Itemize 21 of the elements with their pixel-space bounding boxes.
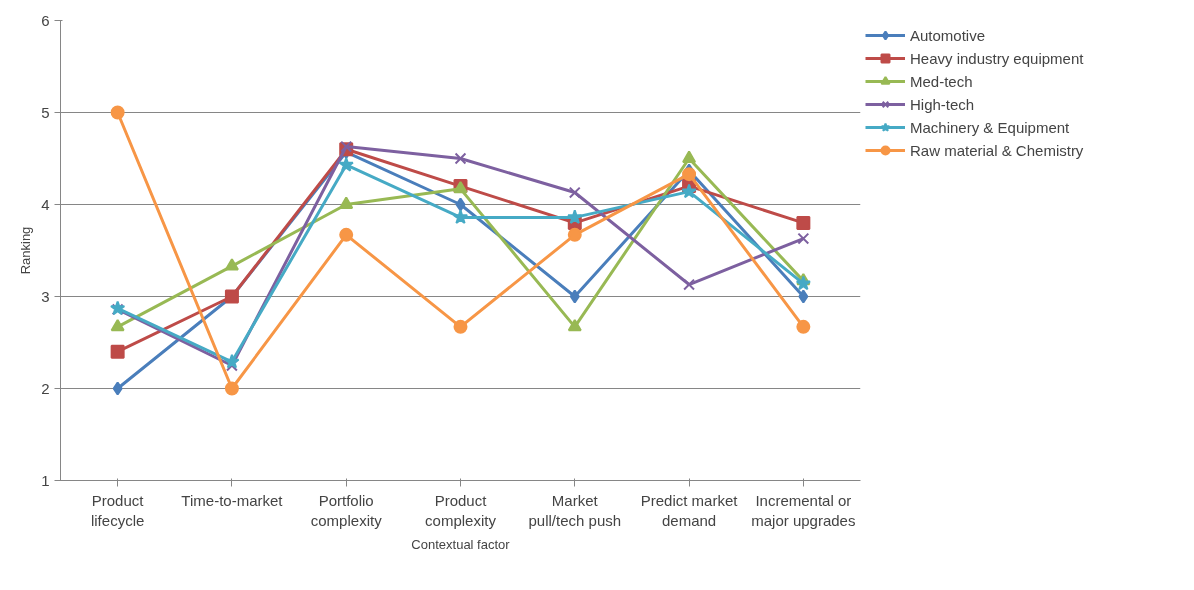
y-tick-label: 4 — [41, 195, 50, 213]
x-axis-title: Contextual factor — [411, 536, 511, 552]
x-tick-label: Time-to-market — [181, 491, 284, 509]
x-tick-label: Product complexity — [425, 491, 497, 529]
x-tick-label: Incremental or major upgrades — [751, 491, 856, 529]
y-axis-title: Ranking — [18, 226, 34, 275]
y-tick-label: 6 — [41, 11, 50, 29]
x-tick-label: Market pull/tech push — [528, 491, 622, 529]
legend-label: Automotive — [910, 26, 986, 44]
x-tick-label: Product lifecycle — [90, 491, 145, 529]
x-tick-label: Predict market demand — [640, 491, 739, 529]
y-tick-label: 5 — [41, 103, 50, 121]
y-tick-label: 2 — [41, 379, 50, 397]
legend-label: Machinery & Equipment — [910, 118, 1070, 136]
y-tick-label: 1 — [41, 471, 50, 489]
y-tick-label: 3 — [41, 287, 50, 305]
x-tick-label: Portfolio complexity — [310, 491, 383, 529]
legend-label: High-tech — [910, 95, 975, 113]
legend-label: Heavy industry equipment — [910, 49, 1084, 67]
legend-label: Med-tech — [910, 72, 973, 90]
legend-label: Raw material & Chemistry — [910, 141, 1084, 159]
